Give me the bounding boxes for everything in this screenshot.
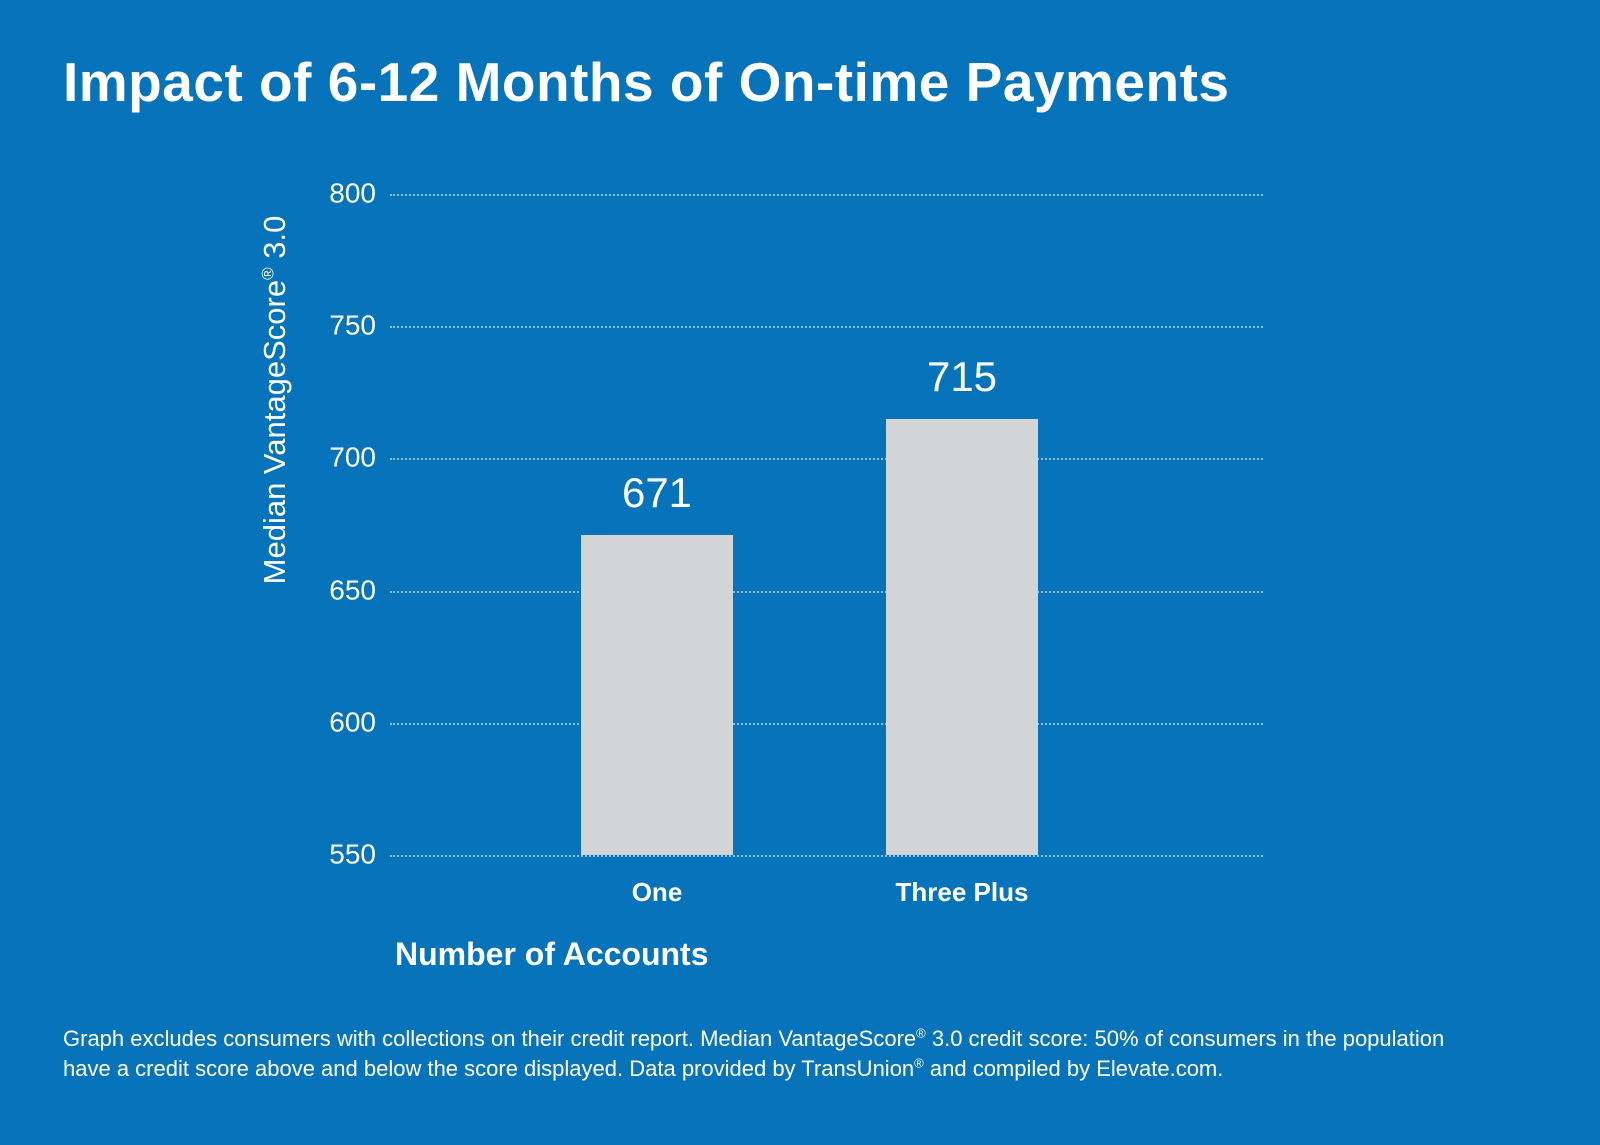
y-axis-label: Median VantageScore® 3.0 [257, 216, 293, 585]
gridline [390, 194, 1263, 196]
x-category-label: One [631, 877, 683, 907]
gridline [390, 722, 1263, 725]
chart-title: Impact of 6-12 Months of On-time Payment… [63, 51, 1230, 113]
y-tick-label: 800 [329, 177, 376, 209]
x-category-label: Three Plus [895, 877, 1029, 907]
x-axis-title: Number of Accounts [395, 936, 709, 972]
bar-value-label: 671 [621, 469, 693, 517]
y-tick-label: 650 [329, 573, 376, 605]
registered-mark-icon: ® [916, 1025, 926, 1041]
footnote-text: Graph excludes consumers with collection… [63, 1026, 917, 1051]
y-axis-label-suffix: 3.0 [257, 215, 292, 268]
gridline [390, 458, 1263, 461]
y-tick-label: 600 [329, 706, 376, 738]
footnote-text: and compiled by Elevate.com. [923, 1056, 1224, 1081]
gridline [390, 326, 1263, 329]
plot-area: 800 750 700 650 600 550 671 One 715 Three Plus [329, 177, 1263, 907]
registered-mark-icon: ® [258, 267, 278, 280]
bar [886, 418, 1038, 855]
y-tick-label: 750 [329, 309, 376, 341]
bar-value-label: 715 [926, 352, 998, 400]
registered-mark-icon: ® [914, 1055, 924, 1071]
gridline [390, 590, 1263, 593]
bar [581, 535, 733, 855]
y-axis-label-text: Median VantageScore [257, 279, 292, 585]
gridline [390, 855, 1263, 857]
y-tick-label: 700 [329, 441, 376, 473]
footnote: Graph excludes consumers with collection… [63, 1024, 1488, 1084]
y-tick-label: 550 [329, 838, 376, 870]
footnote-text: 3.0 credit score: 50% of consumers in th… [63, 1026, 1445, 1081]
